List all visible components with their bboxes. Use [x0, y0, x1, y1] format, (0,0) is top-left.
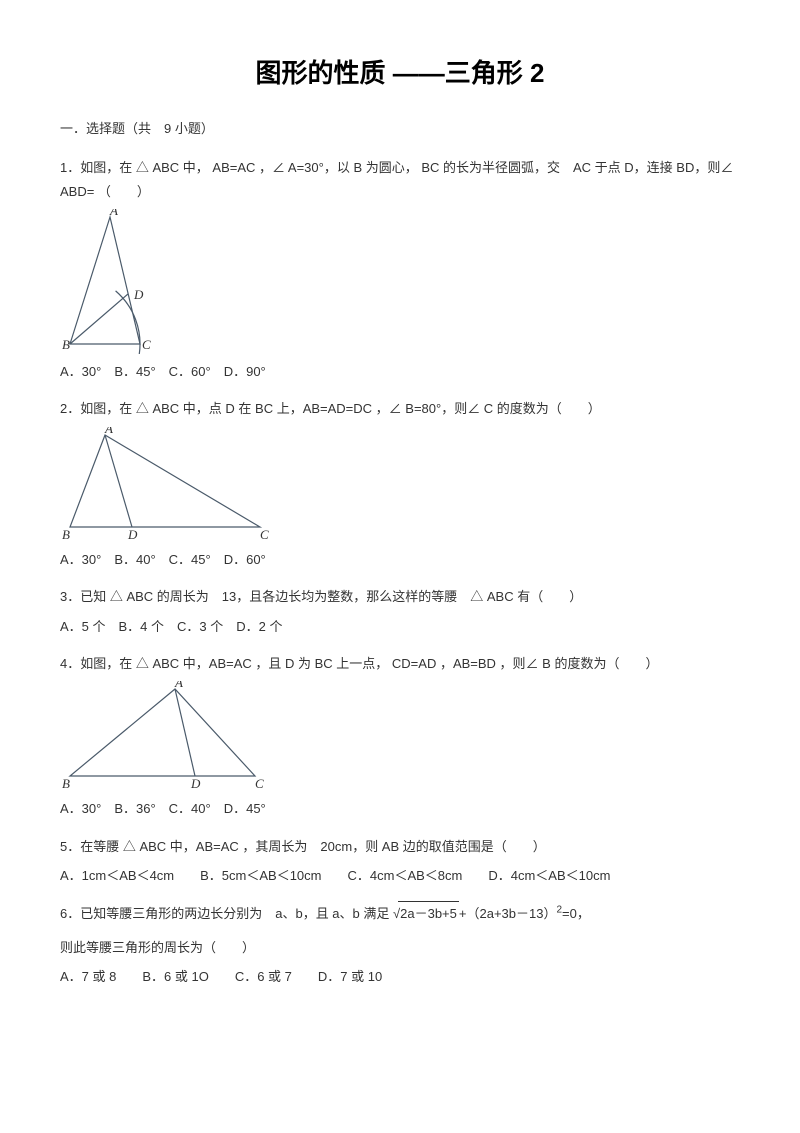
question-2-text: 2．如图，在 △ ABC 中，点 D 在 BC 上，AB=AD=DC ，∠ B=… — [60, 397, 740, 420]
question-2-figure: A B D C — [60, 427, 270, 542]
q6-tail: =0， — [562, 906, 590, 921]
svg-text:A: A — [174, 681, 183, 690]
question-4-text: 4．如图，在 △ ABC 中，AB=AC ，且 D 为 BC 上一点， CD=A… — [60, 652, 740, 675]
question-1-figure: A B C D — [60, 209, 170, 354]
svg-text:C: C — [255, 776, 264, 791]
svg-text:D: D — [190, 776, 201, 791]
q6-suffix: +（2a+3b－13） — [459, 906, 557, 921]
svg-text:A: A — [109, 209, 118, 218]
question-1-options: A．30° B．45° C．60° D．90° — [60, 360, 740, 383]
question-3-options: A．5 个 B．4 个 C．3 个 D．2 个 — [60, 615, 740, 638]
question-5-text: 5．在等腰 △ ABC 中，AB=AC ，其周长为 20cm，则 AB 边的取值… — [60, 835, 740, 858]
svg-text:C: C — [142, 337, 151, 352]
sqrt-content: 2a－3b+5 — [398, 901, 459, 925]
question-3-text: 3．已知 △ ABC 的周长为 13，且各边长均为整数，那么这样的等腰 △ AB… — [60, 585, 740, 608]
question-4-figure: A B D C — [60, 681, 275, 791]
question-2-options: A．30° B．40° C．45° D．60° — [60, 548, 740, 571]
svg-text:B: B — [62, 776, 70, 791]
section-header: 一．选择题（共 9 小题） — [60, 117, 740, 140]
svg-text:B: B — [62, 337, 70, 352]
svg-text:C: C — [260, 527, 269, 542]
q6-prefix: 6．已知等腰三角形的两边长分别为 a、b，且 a、b 满足 — [60, 906, 393, 921]
question-6-line2: 则此等腰三角形的周长为（ ） — [60, 936, 740, 959]
question-4-options: A．30° B．36° C．40° D．45° — [60, 797, 740, 820]
page-title: 图形的性质 ——三角形 2 — [60, 50, 740, 97]
question-5-options: A．1cm＜AB＜4cm B．5cm＜AB＜10cm C．4cm＜AB＜8cm … — [60, 864, 740, 887]
question-6-text: 6．已知等腰三角形的两边长分别为 a、b，且 a、b 满足 √2a－3b+5+（… — [60, 901, 740, 925]
question-6-options: A．7 或 8 B．6 或 1O C．6 或 7 D．7 或 10 — [60, 965, 740, 988]
svg-text:D: D — [133, 287, 144, 302]
svg-text:B: B — [62, 527, 70, 542]
question-1-text: 1．如图，在 △ ABC 中， AB=AC ，∠ A=30°，以 B 为圆心， … — [60, 156, 740, 203]
svg-text:D: D — [127, 527, 138, 542]
svg-text:A: A — [104, 427, 113, 436]
